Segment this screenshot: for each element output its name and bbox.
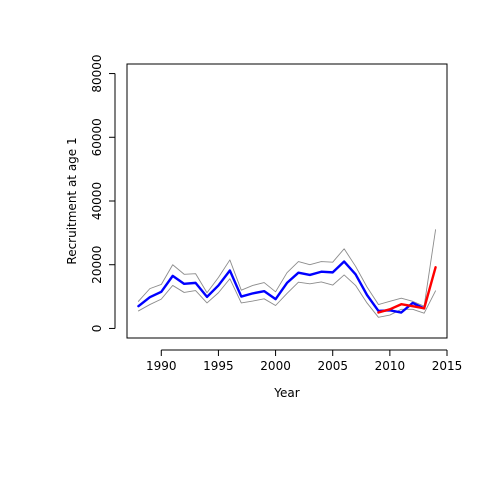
y-tick-label: 40000	[90, 182, 104, 220]
y-tick-label: 80000	[90, 54, 104, 92]
series-line-model-estimate	[137, 260, 426, 314]
series-line-recent-estimate	[377, 266, 437, 314]
axes-layer: 1990 1995 2000 2005 2010 2015 0 20000 40000 60000…	[90, 54, 462, 373]
series-line-lower-bound	[137, 274, 437, 318]
x-tick-label: 2000	[260, 359, 291, 373]
x-tick-label: 1990	[146, 359, 177, 373]
y-tick-label: 20000	[90, 246, 104, 284]
x-tick-label: 2015	[432, 359, 463, 373]
x-axis-title: Year	[273, 386, 299, 400]
series-layer	[137, 229, 437, 318]
y-tick-label: 0	[90, 325, 104, 333]
series-line-upper-bound	[137, 229, 437, 307]
y-axis-title: Recruitment at age 1	[65, 137, 79, 264]
x-tick-label: 2010	[375, 359, 406, 373]
plot-frame	[126, 63, 448, 339]
x-tick-label: 2005	[317, 359, 348, 373]
y-tick-label: 60000	[90, 118, 104, 156]
x-tick-label: 1995	[203, 359, 234, 373]
